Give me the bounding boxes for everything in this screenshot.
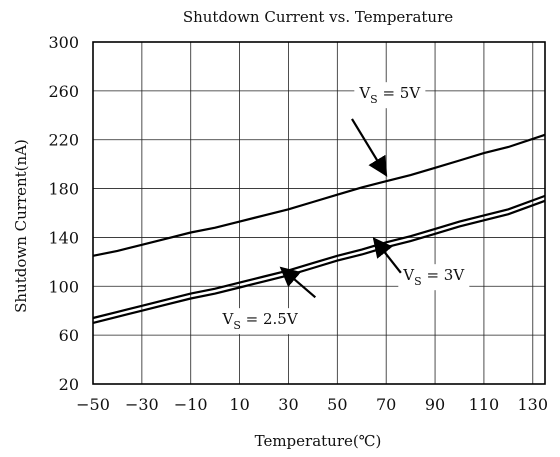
y-tick-label: 60 <box>59 326 79 345</box>
annotation-label-bg <box>217 308 303 335</box>
annotation-layer: VS = 5V VS = 3V VS = 2.5V <box>217 82 470 335</box>
annotation-label: VS = 2.5V <box>221 310 298 332</box>
y-tick-label: 300 <box>48 33 79 52</box>
x-tick-label: −50 <box>76 395 110 414</box>
tick-labels: −50 −30 −10 10 30 50 70 90 110 130 20 60 100 140 180 22… <box>48 33 548 414</box>
annotation-label-bg <box>354 82 426 109</box>
x-tick-label: −10 <box>174 395 208 414</box>
y-tick-label: 260 <box>48 82 79 101</box>
y-axis-title: Shutdown Current(nA) <box>12 139 30 313</box>
x-axis-title: Temperature(℃) <box>255 432 382 450</box>
x-tick-label: 30 <box>278 395 298 414</box>
y-tick-label: 20 <box>59 375 79 394</box>
chart-title: Shutdown Current vs. Temperature <box>183 8 453 26</box>
series-line-1 <box>92 194 546 320</box>
y-tick-label: 180 <box>48 180 79 199</box>
x-tick-label: 50 <box>327 395 347 414</box>
series-layer <box>92 133 546 324</box>
x-tick-label: −30 <box>125 395 159 414</box>
y-tick-label: 220 <box>48 131 79 150</box>
x-tick-label: 110 <box>469 395 500 414</box>
grid <box>92 41 545 385</box>
annotation-arrow <box>279 266 317 299</box>
y-tick-label: 140 <box>48 228 79 247</box>
series-line-0 <box>92 133 546 257</box>
x-tick-label: 10 <box>229 395 249 414</box>
x-tick-label: 130 <box>518 395 549 414</box>
x-tick-label: 70 <box>376 395 396 414</box>
series-line-2 <box>92 199 546 324</box>
plot-frame <box>92 41 546 385</box>
annotation-label: VS = 3V <box>402 266 465 288</box>
annotation-arrow <box>351 118 388 177</box>
x-tick-label: 90 <box>425 395 445 414</box>
annotation-label: VS = 5V <box>358 84 421 106</box>
annotation-arrow <box>372 237 402 274</box>
annotation-label-bg <box>398 264 470 291</box>
y-tick-label: 100 <box>48 277 79 296</box>
